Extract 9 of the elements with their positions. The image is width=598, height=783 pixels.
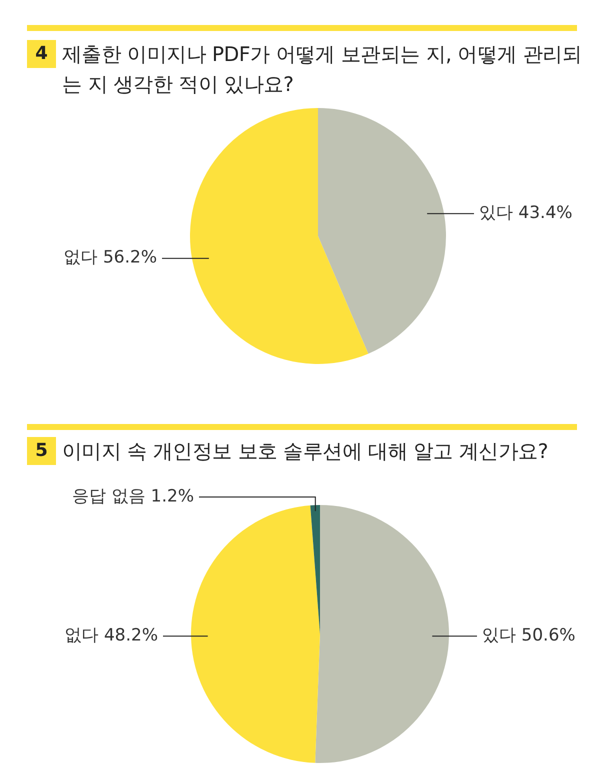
chart-title: 제출한 이미지나 PDF가 어떻게 보관되는 지, 어떻게 관리되는 지 생각한 적이 있나요? (62, 41, 582, 98)
slice-label: 응답 없음 1.2% (72, 486, 194, 506)
slice-label: 없다 48.2% (64, 626, 158, 646)
slice-label: 있다 50.6% (482, 626, 576, 646)
text: 4 (35, 43, 48, 64)
text: 5 (35, 440, 48, 461)
slice-label: 있다 43.4% (479, 203, 572, 224)
slice-label: 없다 56.2% (64, 248, 157, 268)
chart-title: 이미지 속 개인정보 보호 솔루션에 대해 알고 계신가요? (62, 438, 550, 465)
